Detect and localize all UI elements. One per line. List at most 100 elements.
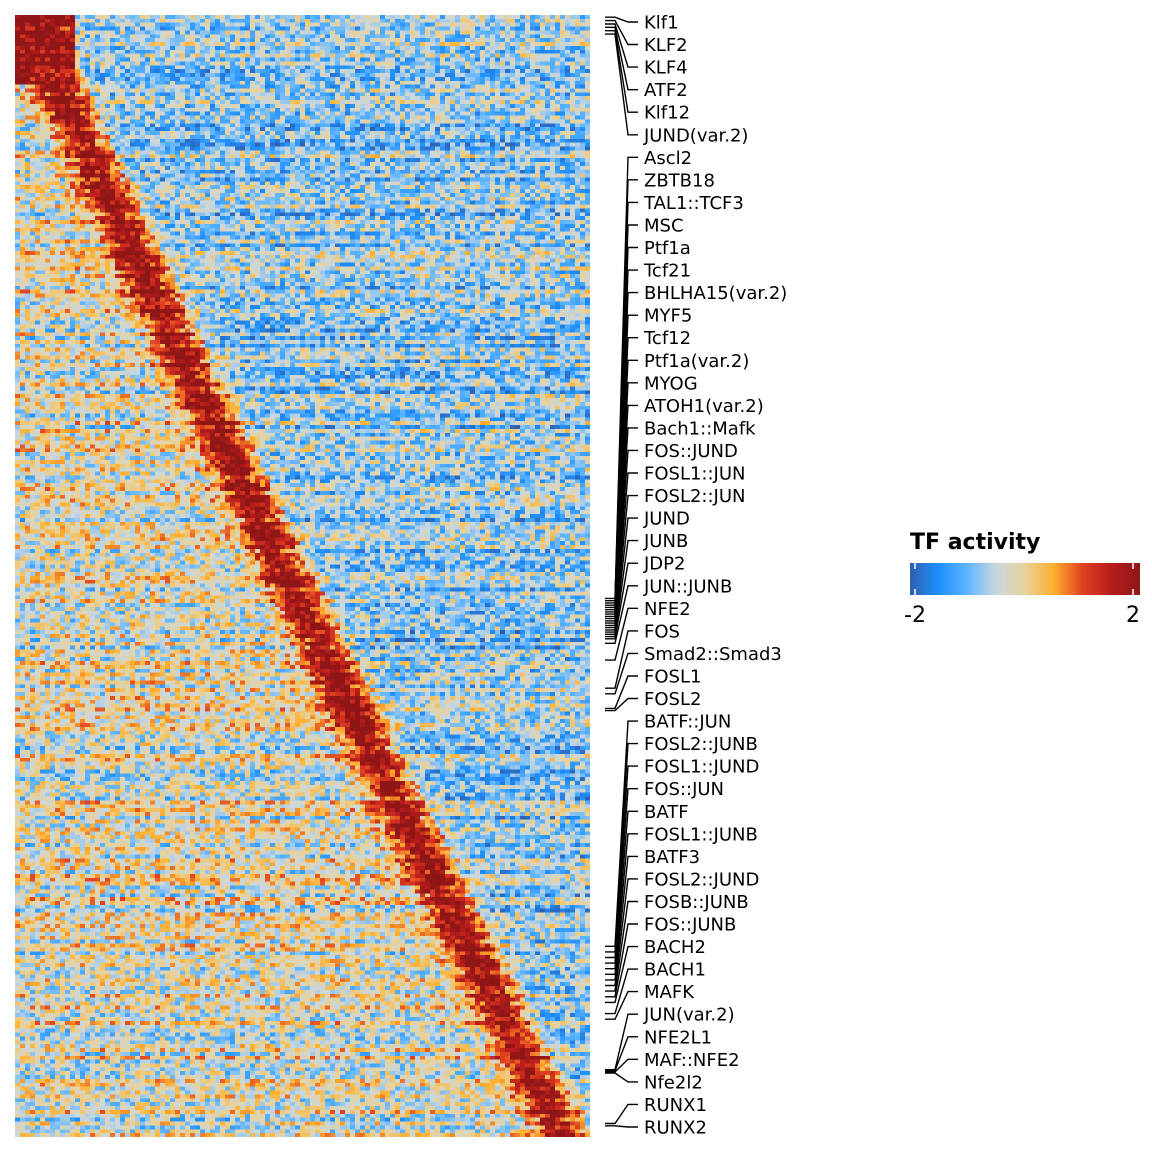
heatmap-grid — [15, 15, 590, 1137]
tf-label: JUN(var.2) — [643, 1005, 735, 1026]
connector-line — [605, 878, 638, 987]
tf-label: FOSL2::JUND — [644, 869, 759, 890]
connector-line — [605, 697, 638, 712]
connector-line — [605, 494, 638, 633]
tf-label: FOSL2::JUN — [644, 486, 746, 507]
connector-line — [605, 652, 638, 695]
tf-label: Bach1::Mafk — [644, 418, 756, 439]
connector-line — [605, 923, 638, 998]
tf-label: BACH1 — [644, 960, 706, 981]
connector-line — [605, 810, 638, 970]
tf-label: MYF5 — [644, 306, 692, 327]
tf-label: Ptf1a(var.2) — [644, 351, 749, 372]
connector-line — [605, 742, 638, 953]
connector-line — [605, 23, 638, 68]
connector-line — [605, 585, 638, 644]
tf-label: FOS::JUN — [644, 779, 724, 800]
tf-label: KLF4 — [644, 58, 688, 79]
connector-line — [605, 517, 638, 635]
tf-label: FOSL1::JUND — [644, 757, 759, 778]
connector-line — [605, 720, 638, 947]
connector-line — [605, 26, 638, 91]
tf-label: Klf12 — [644, 103, 690, 124]
tf-label: BATF3 — [644, 847, 700, 868]
tf-label: MSC — [644, 216, 684, 237]
colorbar-max-label: 2 — [1126, 603, 1140, 628]
connector-line — [605, 630, 638, 689]
connector-line — [605, 968, 638, 1015]
tf-label: Ptf1a — [644, 238, 691, 259]
tf-label: FOSL1::JUNB — [644, 824, 758, 845]
heatmap-cells — [15, 15, 590, 1137]
tf-label: JUND(var.2) — [643, 125, 748, 146]
tf-label: KLF2 — [644, 35, 688, 56]
connector-line — [605, 945, 638, 1004]
tf-label: FOS::JUND — [644, 441, 738, 462]
tf-label: FOSL2::JUNB — [644, 734, 758, 755]
tf-label: JUND — [643, 509, 690, 530]
colorbar — [910, 563, 1140, 595]
tf-label: RUNX1 — [644, 1095, 707, 1116]
connector-line — [605, 990, 638, 1020]
connector-line — [605, 1103, 638, 1125]
connector-line — [605, 1125, 638, 1128]
connector-line — [605, 607, 638, 661]
tf-label: ATOH1(var.2) — [644, 396, 764, 417]
tf-label: Smad2::Smad3 — [644, 644, 782, 665]
tf-label: BATF::JUN — [644, 712, 731, 733]
tf-label: FOSB::JUNB — [644, 892, 749, 913]
tf-label: Klf1 — [644, 13, 679, 34]
connector-line — [605, 30, 638, 113]
tf-label: JDP2 — [643, 554, 685, 575]
tf-label: NFE2 — [644, 599, 691, 620]
connector-line — [605, 19, 638, 46]
tf-label: Tcf21 — [643, 261, 691, 282]
connector-line — [605, 675, 638, 710]
tf-label: NFE2L1 — [644, 1027, 712, 1048]
tf-label: FOSL1::JUN — [644, 464, 746, 485]
tf-label: RUNX2 — [644, 1118, 707, 1139]
connector-line — [605, 33, 638, 136]
connector-line — [605, 1072, 638, 1083]
connector-line — [605, 427, 638, 627]
tf-label: Ascl2 — [644, 148, 692, 169]
connector-line — [605, 855, 638, 981]
connector-line — [605, 833, 638, 975]
tf-label: JUNB — [643, 531, 688, 552]
connector-line — [605, 900, 638, 992]
tf-label: FOSL2 — [644, 689, 701, 710]
tf-label: MYOG — [644, 373, 698, 394]
connector-line — [605, 404, 638, 624]
label-connector-lines — [605, 16, 638, 1128]
connector-line — [605, 1036, 638, 1072]
tf-label: FOS — [644, 621, 680, 642]
tf-label: BACH2 — [644, 937, 706, 958]
legend-title: TF activity — [910, 530, 1040, 555]
tf-label: Tcf12 — [643, 328, 691, 349]
connector-line — [605, 1058, 638, 1073]
colorbar-legend: TF activity -2 2 — [904, 530, 1140, 628]
connector-line — [605, 562, 638, 640]
connector-line — [605, 539, 638, 638]
connector-line — [605, 788, 638, 964]
tf-label: JUN::JUNB — [643, 576, 732, 597]
row-labels: Klf1KLF2KLF4ATF2Klf12JUND(var.2)Ascl2ZBT… — [643, 13, 787, 1139]
connector-line — [605, 449, 638, 629]
tf-label: MAFK — [644, 982, 695, 1003]
colorbar-min-label: -2 — [904, 603, 926, 628]
connector-line — [605, 1013, 638, 1071]
tf-label: FOSL1 — [644, 667, 701, 688]
connector-line — [605, 472, 638, 631]
tf-label: FOS::JUNB — [644, 915, 736, 936]
tf-label: Nfe2l2 — [644, 1072, 703, 1093]
tf-label: TAL1::TCF3 — [643, 193, 744, 214]
tf-label: ATF2 — [644, 80, 688, 101]
connector-line — [605, 16, 638, 23]
connector-line — [605, 382, 638, 622]
tf-label: BATF — [644, 802, 689, 823]
tf-label: ZBTB18 — [644, 170, 715, 191]
tf-label: MAF::NFE2 — [644, 1050, 740, 1071]
tf-label: BHLHA15(var.2) — [644, 283, 787, 304]
connector-line — [605, 765, 638, 959]
